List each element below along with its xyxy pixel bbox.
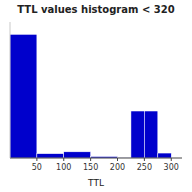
x-tick-label: 50	[32, 163, 42, 172]
x-tick-label: 200	[110, 163, 125, 172]
x-tick	[144, 158, 145, 161]
bars	[10, 34, 171, 158]
title: TTL values histogram < 320	[17, 4, 174, 15]
x-tick	[90, 158, 91, 161]
x-tick	[171, 158, 172, 161]
bar	[37, 154, 64, 158]
bar	[10, 34, 37, 158]
x-axis-line	[10, 158, 182, 159]
bar	[144, 111, 157, 158]
bar	[158, 153, 171, 158]
x-tick	[36, 158, 37, 161]
x-tick	[117, 158, 118, 161]
y-axis-line	[10, 22, 11, 158]
bar	[64, 152, 91, 158]
x-tick-label: 300	[164, 163, 179, 172]
x-tick-label: 150	[83, 163, 98, 172]
x-tick	[63, 158, 64, 161]
chart: TTL values histogram < 320 50 100 150 200 250…	[0, 0, 192, 192]
x-tick-label: 250	[137, 163, 152, 172]
chart-container: TTL values histogram < 320 50 100 150 200 250…	[0, 0, 192, 192]
x-axis-label: TTL	[87, 178, 104, 188]
x-tick-label: 100	[56, 163, 71, 172]
bar	[131, 111, 144, 158]
